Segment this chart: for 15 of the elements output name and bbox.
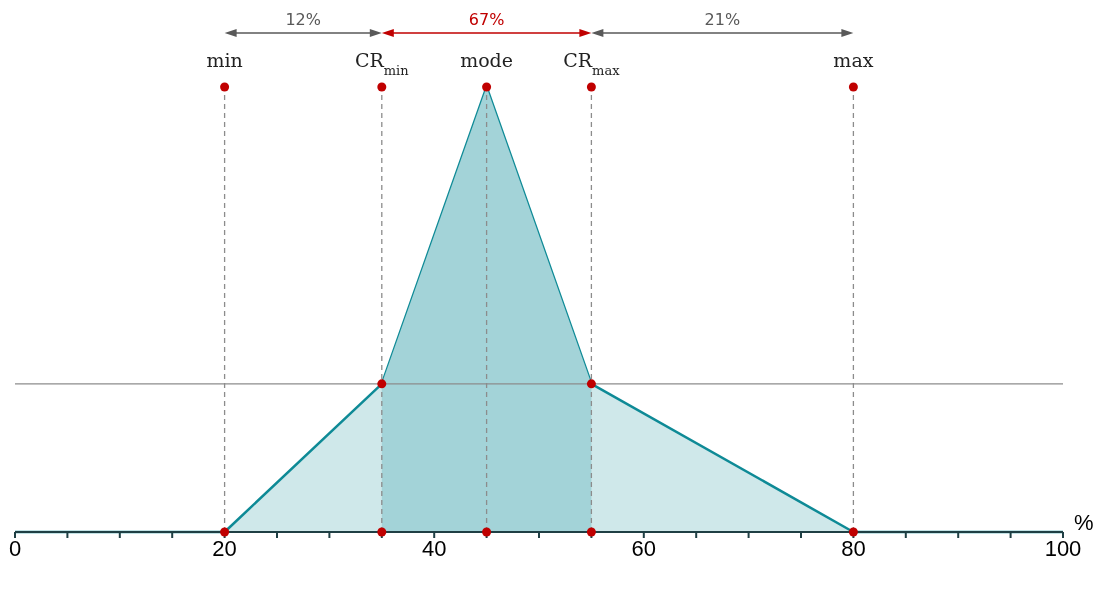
ref-line-label: CR$_{min}$ [354,49,410,78]
ref-line-label: CR$_{max}$ [563,49,621,78]
x-tick-label: 40 [421,535,447,561]
text: 12% [285,10,321,29]
x-axis-title: % [1074,509,1094,535]
x-tick-label: 60 [631,535,657,561]
ref-line-label: mode [460,49,514,71]
x-tick-label: 0 [8,535,22,561]
text: 67% [468,10,505,29]
x-tick-label: 80 [841,535,866,561]
x-tick-label: 20 [212,535,237,561]
x-tick-label: 100 [1044,535,1082,561]
ref-line-label: max [833,49,874,71]
text: 21% [704,10,741,29]
ref-line-label: min [206,49,243,71]
